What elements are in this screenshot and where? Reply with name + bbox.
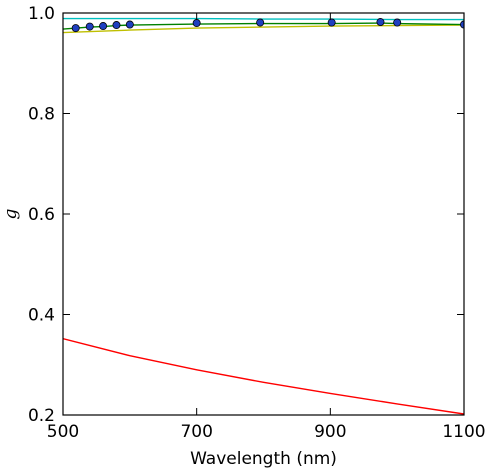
- series-line-0: [63, 337, 464, 415]
- y-tick-label: 0.8: [28, 105, 55, 125]
- data-point: [125, 20, 134, 29]
- y-tick-label: 1.0: [28, 4, 55, 24]
- x-tick-label: 700: [180, 422, 212, 442]
- data-point: [112, 21, 121, 30]
- y-axis-label: g: [1, 208, 21, 219]
- plot-frame: [62, 12, 465, 416]
- y-tick-label: 0.6: [28, 205, 55, 225]
- data-point: [85, 22, 94, 31]
- data-point: [393, 18, 402, 27]
- x-tick-label: 900: [314, 422, 346, 442]
- x-tick-label: 1100: [442, 422, 485, 442]
- data-point: [327, 18, 336, 27]
- data-point: [376, 18, 385, 27]
- data-point: [192, 19, 201, 28]
- y-tick-label: 0.2: [28, 406, 55, 426]
- x-axis-label: Wavelength (nm): [190, 449, 337, 469]
- series-layer: [63, 17, 464, 415]
- y-tick-label: 0.4: [28, 306, 55, 326]
- ticks-layer: 500 700 900 1100 0.2 0.4 0.6 0.8 1.0: [28, 4, 486, 442]
- x-tick-label: 500: [47, 422, 79, 442]
- data-point: [256, 18, 265, 27]
- data-point: [99, 22, 108, 31]
- data-point: [71, 24, 80, 33]
